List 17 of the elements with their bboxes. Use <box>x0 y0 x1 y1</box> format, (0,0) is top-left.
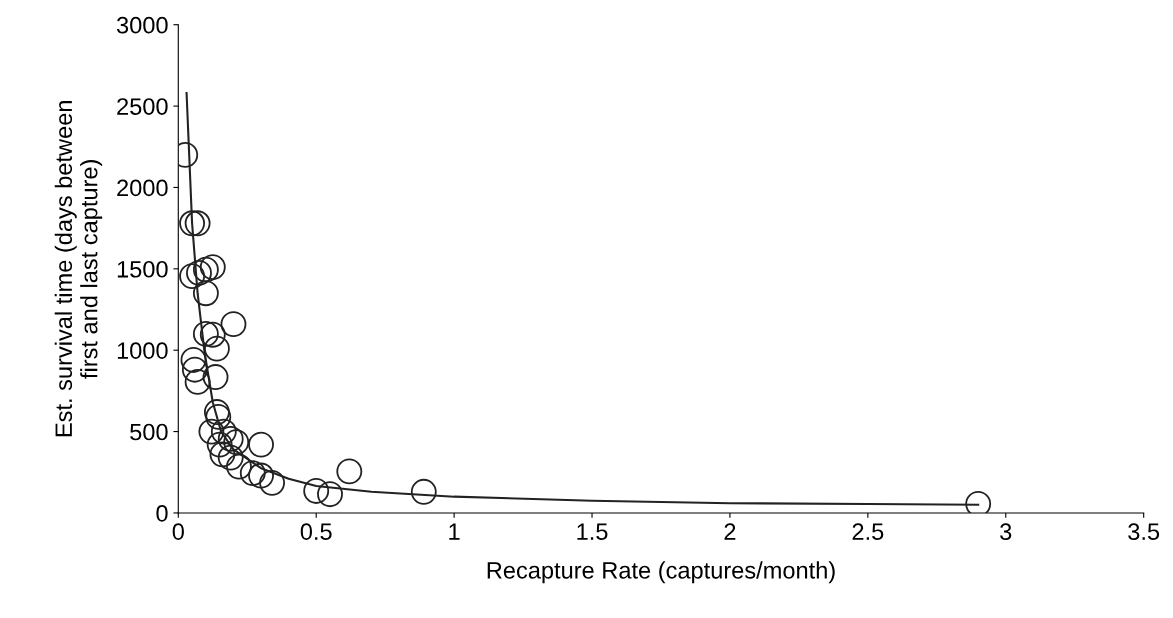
x-tick-label: 0 <box>172 523 184 541</box>
y-tick-label: 2000 <box>117 179 168 197</box>
y-tick-label: 500 <box>130 423 168 441</box>
x-axis-title: Recapture Rate (captures/month) <box>487 561 835 584</box>
y-tick-label: 0 <box>156 505 168 522</box>
y-tick-label: 2500 <box>117 98 168 115</box>
y-tick-label: 1000 <box>117 342 168 359</box>
x-tick-label: 1.5 <box>577 523 608 541</box>
x-tick-label: 3.5 <box>1128 523 1160 541</box>
x-tick-label: 0.5 <box>300 523 332 541</box>
y-tick-label: 1500 <box>117 260 168 278</box>
x-tick-label: 1 <box>449 523 460 540</box>
y-tick-label: 3000 <box>116 16 168 34</box>
y-axis-title: Est. survival time (days between first and last capture) <box>54 101 103 437</box>
x-tick-label: 2 <box>724 523 736 540</box>
x-tick-label: 3 <box>1000 523 1012 541</box>
x-tick-label: 2.5 <box>852 523 884 541</box>
